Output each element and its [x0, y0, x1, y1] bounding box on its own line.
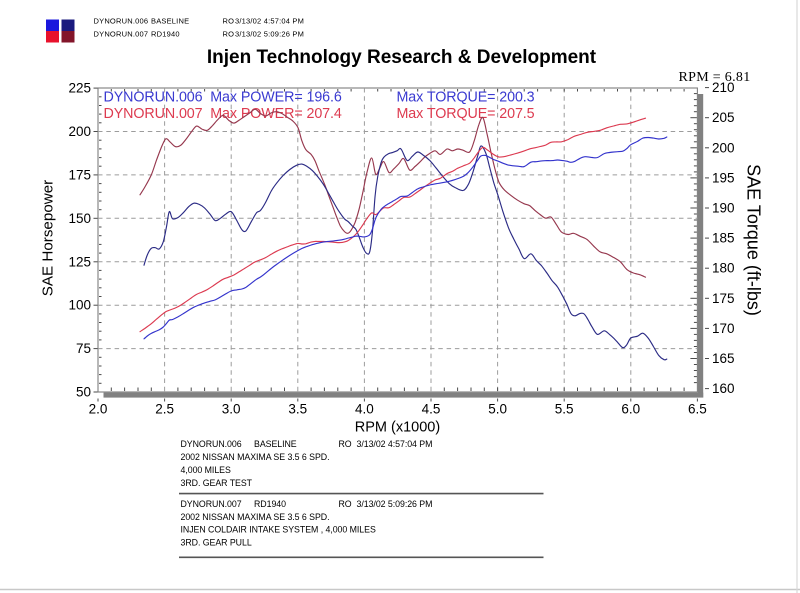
svg-text:150: 150 — [68, 211, 91, 226]
svg-text:225: 225 — [68, 81, 91, 96]
svg-text:3RD. GEAR PULL: 3RD. GEAR PULL — [181, 538, 252, 548]
svg-text:RPM = 6.81: RPM = 6.81 — [679, 70, 751, 85]
svg-text:175: 175 — [712, 291, 735, 306]
svg-text:BASELINE: BASELINE — [151, 17, 189, 26]
svg-text:4.5: 4.5 — [422, 402, 441, 417]
svg-text:INJEN COLDAIR INTAKE SYSTEM ,: INJEN COLDAIR INTAKE SYSTEM , 4,000 MILE… — [181, 525, 376, 535]
svg-text:DYNORUN.006: DYNORUN.006 — [94, 17, 149, 26]
svg-text:3/13/02 4:57:04 PM: 3/13/02 4:57:04 PM — [235, 17, 304, 26]
svg-text:175: 175 — [68, 167, 91, 182]
svg-text:SAE Torque (ft-lbs): SAE Torque (ft-lbs) — [744, 164, 764, 316]
svg-text:5.5: 5.5 — [555, 402, 574, 417]
svg-text:Max TORQUE= 200.3: Max TORQUE= 200.3 — [397, 90, 535, 106]
svg-text:5.0: 5.0 — [488, 402, 507, 417]
svg-text:RO: RO — [339, 499, 352, 509]
svg-text:DYNORUN.007: DYNORUN.007 — [94, 30, 149, 39]
svg-text:75: 75 — [76, 341, 91, 356]
svg-text:170: 170 — [712, 321, 735, 336]
svg-text:200: 200 — [712, 140, 735, 155]
svg-text:DYNORUN.007: DYNORUN.007 — [181, 499, 242, 509]
svg-text:3/13/02 5:09:26 PM: 3/13/02 5:09:26 PM — [357, 499, 433, 509]
svg-text:RO: RO — [223, 17, 235, 26]
svg-text:2002 NISSAN MAXIMA SE 3.5 6 SP: 2002 NISSAN MAXIMA SE 3.5 6 SPD. — [181, 452, 330, 462]
svg-text:RD1940: RD1940 — [151, 30, 180, 39]
svg-text:6.5: 6.5 — [688, 402, 707, 417]
svg-text:125: 125 — [68, 254, 91, 269]
svg-text:SAE Horsepower: SAE Horsepower — [40, 180, 57, 297]
svg-text:3/13/02 4:57:04 PM: 3/13/02 4:57:04 PM — [357, 439, 433, 449]
svg-text:RO: RO — [223, 30, 235, 39]
svg-text:DYNORUN.006: DYNORUN.006 — [181, 439, 242, 449]
svg-text:100: 100 — [68, 298, 91, 313]
svg-text:DYNORUN.007 Max POWER= 207.4: DYNORUN.007 Max POWER= 207.4 — [104, 106, 342, 122]
svg-text:160: 160 — [712, 381, 735, 396]
svg-text:4.0: 4.0 — [355, 402, 374, 417]
svg-text:3RD. GEAR TEST: 3RD. GEAR TEST — [181, 478, 253, 488]
svg-text:Injen Technology Research & De: Injen Technology Research & Development — [207, 47, 597, 68]
svg-text:4,000 MILES: 4,000 MILES — [181, 465, 231, 475]
svg-text:RPM (x1000): RPM (x1000) — [355, 420, 440, 436]
svg-text:6.0: 6.0 — [621, 402, 640, 417]
svg-text:3.5: 3.5 — [288, 402, 307, 417]
svg-text:DYNORUN.006 Max POWER= 196.6: DYNORUN.006 Max POWER= 196.6 — [104, 90, 342, 106]
svg-text:3.0: 3.0 — [222, 402, 241, 417]
svg-text:2.5: 2.5 — [155, 402, 174, 417]
svg-text:2002 NISSAN MAXIMA SE 3.5 6 SP: 2002 NISSAN MAXIMA SE 3.5 6 SPD. — [181, 512, 330, 522]
svg-text:195: 195 — [712, 170, 735, 185]
svg-text:RO: RO — [339, 439, 352, 449]
svg-text:200: 200 — [68, 124, 91, 139]
svg-text:BASELINE: BASELINE — [254, 439, 297, 449]
svg-text:165: 165 — [712, 351, 735, 366]
svg-text:180: 180 — [712, 261, 735, 276]
svg-text:RD1940: RD1940 — [254, 499, 286, 509]
svg-text:2.0: 2.0 — [89, 402, 108, 417]
svg-text:185: 185 — [712, 231, 735, 246]
svg-text:3/13/02 5:09:26 PM: 3/13/02 5:09:26 PM — [235, 30, 304, 39]
svg-text:205: 205 — [712, 110, 735, 125]
svg-text:210: 210 — [712, 80, 735, 95]
svg-text:50: 50 — [76, 385, 91, 400]
svg-text:190: 190 — [712, 201, 735, 216]
svg-text:Max TORQUE= 207.5: Max TORQUE= 207.5 — [397, 106, 535, 122]
